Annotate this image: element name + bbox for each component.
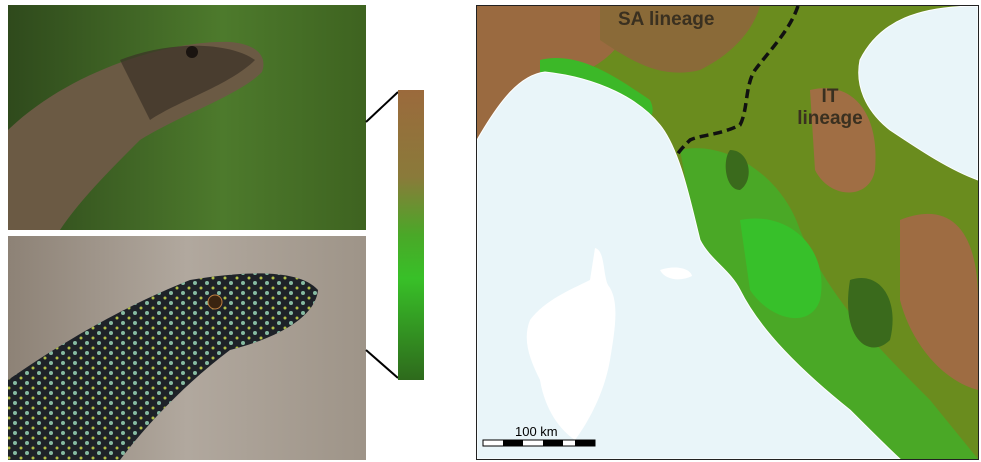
- dark-zone: [725, 150, 749, 190]
- scale-segment: [543, 440, 563, 446]
- it-lineage-label: IT lineage: [797, 86, 863, 129]
- scale-segment: [575, 440, 595, 446]
- scale-label: 100 km: [515, 424, 558, 439]
- connector: [365, 91, 399, 123]
- lizard-eye: [186, 46, 198, 58]
- sea: [858, 6, 978, 181]
- island: [526, 248, 616, 440]
- sa-lineage-label: SA lineage: [618, 9, 715, 30]
- lizard-head: [120, 45, 255, 121]
- lineage-boundary: [675, 6, 800, 156]
- color-bar: [398, 90, 424, 380]
- lizard-spots: [8, 273, 318, 460]
- brown-zone: [810, 88, 876, 193]
- connector: [365, 349, 399, 379]
- dark-zone: [848, 278, 893, 348]
- brown-zone: [600, 6, 760, 73]
- island: [660, 267, 692, 280]
- lizard-eye: [207, 294, 223, 310]
- brown-zone: [900, 213, 978, 390]
- scale-segment: [503, 440, 523, 446]
- map-frame: [476, 5, 979, 460]
- map: [477, 6, 978, 459]
- green-zone: [740, 218, 822, 319]
